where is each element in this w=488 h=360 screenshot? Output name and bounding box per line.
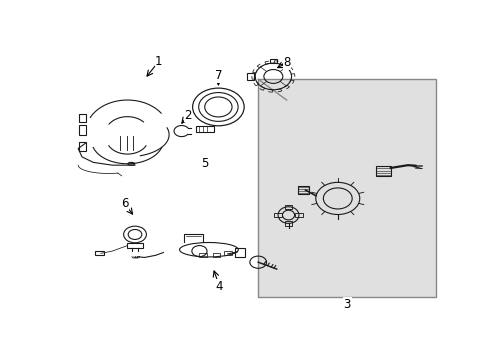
Bar xyxy=(79,141,85,151)
Bar xyxy=(79,114,85,122)
Text: 6: 6 xyxy=(121,198,128,211)
Text: 2: 2 xyxy=(184,109,191,122)
Bar xyxy=(235,248,244,257)
Bar xyxy=(284,221,292,226)
Bar xyxy=(274,213,281,217)
Bar xyxy=(297,186,309,194)
Bar xyxy=(127,243,142,248)
Text: 5: 5 xyxy=(201,157,208,170)
Text: 8: 8 xyxy=(283,56,290,69)
Bar xyxy=(269,59,277,63)
Text: 3: 3 xyxy=(343,298,350,311)
Bar xyxy=(195,126,213,132)
Text: 4: 4 xyxy=(215,280,223,293)
Text: 7: 7 xyxy=(214,69,222,82)
Bar xyxy=(79,125,85,135)
Bar xyxy=(246,73,254,80)
Bar xyxy=(295,213,302,217)
Bar xyxy=(95,251,103,255)
Bar xyxy=(199,253,206,257)
Bar xyxy=(212,253,220,257)
Bar xyxy=(258,79,435,297)
Bar xyxy=(284,204,292,209)
Bar xyxy=(224,251,231,255)
Bar xyxy=(375,166,390,176)
Text: 1: 1 xyxy=(155,55,163,68)
